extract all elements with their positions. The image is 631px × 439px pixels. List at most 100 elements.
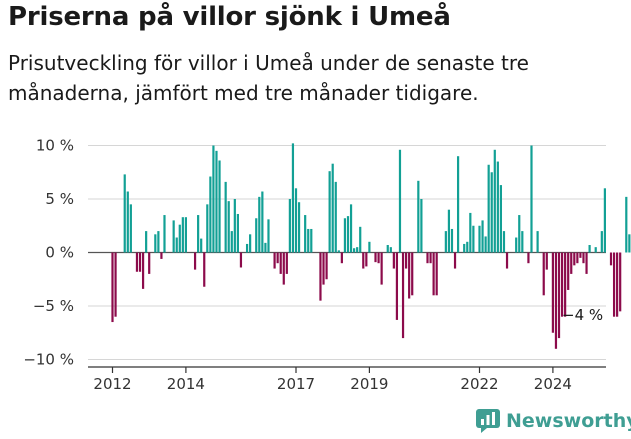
bar	[261, 191, 264, 253]
y-tick-label: −5 %	[33, 297, 74, 315]
bar	[493, 149, 496, 253]
bar	[178, 224, 181, 253]
x-tick-label: 2014	[167, 375, 205, 393]
bar	[276, 252, 279, 264]
bar	[359, 226, 362, 253]
bar	[545, 252, 548, 270]
bar	[487, 164, 490, 253]
y-tick-label: −10 %	[23, 351, 74, 369]
bar	[570, 252, 573, 274]
bar	[453, 252, 457, 269]
bar	[233, 199, 236, 253]
bar	[557, 252, 561, 339]
bar	[285, 252, 288, 274]
bar	[585, 252, 588, 274]
bar	[432, 252, 435, 296]
bar	[181, 217, 184, 253]
bar	[279, 252, 282, 274]
bar	[322, 252, 325, 285]
x-tick-label: 2024	[534, 375, 572, 393]
bar	[310, 228, 313, 253]
y-tick-label: 10 %	[36, 137, 74, 155]
bar	[154, 234, 157, 253]
bar	[389, 247, 392, 253]
bar	[138, 252, 142, 272]
bar	[328, 171, 331, 253]
bar	[224, 181, 227, 253]
bar	[319, 252, 322, 301]
chart-subtitle: Prisutveckling för villor i Umeå under d…	[8, 51, 529, 105]
bar	[145, 231, 148, 253]
bar	[193, 252, 197, 270]
bar	[392, 252, 395, 269]
bar	[444, 231, 447, 253]
bar	[490, 172, 493, 253]
bar	[502, 231, 506, 253]
bar	[456, 156, 460, 253]
bar	[405, 252, 408, 269]
bar	[609, 252, 613, 266]
bar	[273, 252, 276, 269]
bar	[426, 252, 429, 264]
bar	[429, 252, 432, 264]
x-tick-label: 2012	[93, 375, 131, 393]
bar	[625, 196, 628, 253]
bar	[203, 252, 206, 287]
bar	[236, 213, 239, 253]
bar	[129, 204, 132, 253]
bar	[530, 145, 533, 253]
bar	[472, 225, 475, 253]
bar	[374, 252, 377, 263]
bar	[297, 202, 301, 253]
bar	[484, 236, 487, 253]
bar	[175, 237, 178, 253]
bar	[349, 204, 353, 253]
bar	[160, 252, 163, 259]
bar	[435, 252, 438, 296]
bar	[157, 231, 160, 253]
bar	[395, 252, 399, 320]
bar	[267, 219, 270, 253]
bar	[536, 231, 539, 253]
bar	[478, 225, 481, 253]
bar	[582, 252, 585, 264]
bar	[141, 252, 145, 289]
bar	[111, 252, 114, 323]
bar	[518, 215, 521, 253]
bar	[588, 245, 591, 253]
bar	[576, 252, 579, 264]
bar	[230, 231, 233, 253]
bar	[594, 247, 597, 253]
x-tick-label: 2017	[277, 375, 315, 393]
bar	[245, 243, 249, 253]
bar	[603, 188, 606, 253]
annotations: −4 %	[562, 306, 603, 324]
bar	[291, 143, 295, 253]
y-tick-label: 0 %	[45, 244, 74, 262]
bar	[288, 199, 291, 253]
bar	[346, 216, 350, 253]
bar	[206, 204, 209, 253]
bar	[239, 252, 243, 268]
bar	[209, 176, 212, 253]
bar	[343, 218, 347, 253]
bar	[612, 252, 616, 317]
bar	[215, 150, 218, 253]
bar	[377, 252, 380, 264]
bar	[218, 160, 221, 253]
bar	[542, 252, 545, 296]
bar	[365, 252, 368, 267]
bar	[564, 252, 567, 317]
bar	[227, 201, 230, 253]
bar	[616, 252, 619, 317]
bar	[258, 196, 261, 253]
bar	[515, 237, 518, 253]
bar	[573, 252, 576, 266]
bar	[362, 252, 365, 269]
bar	[628, 234, 631, 253]
bar	[294, 188, 298, 253]
bar	[123, 174, 126, 253]
bar	[353, 248, 356, 253]
bar	[212, 145, 215, 253]
bar	[499, 185, 503, 253]
